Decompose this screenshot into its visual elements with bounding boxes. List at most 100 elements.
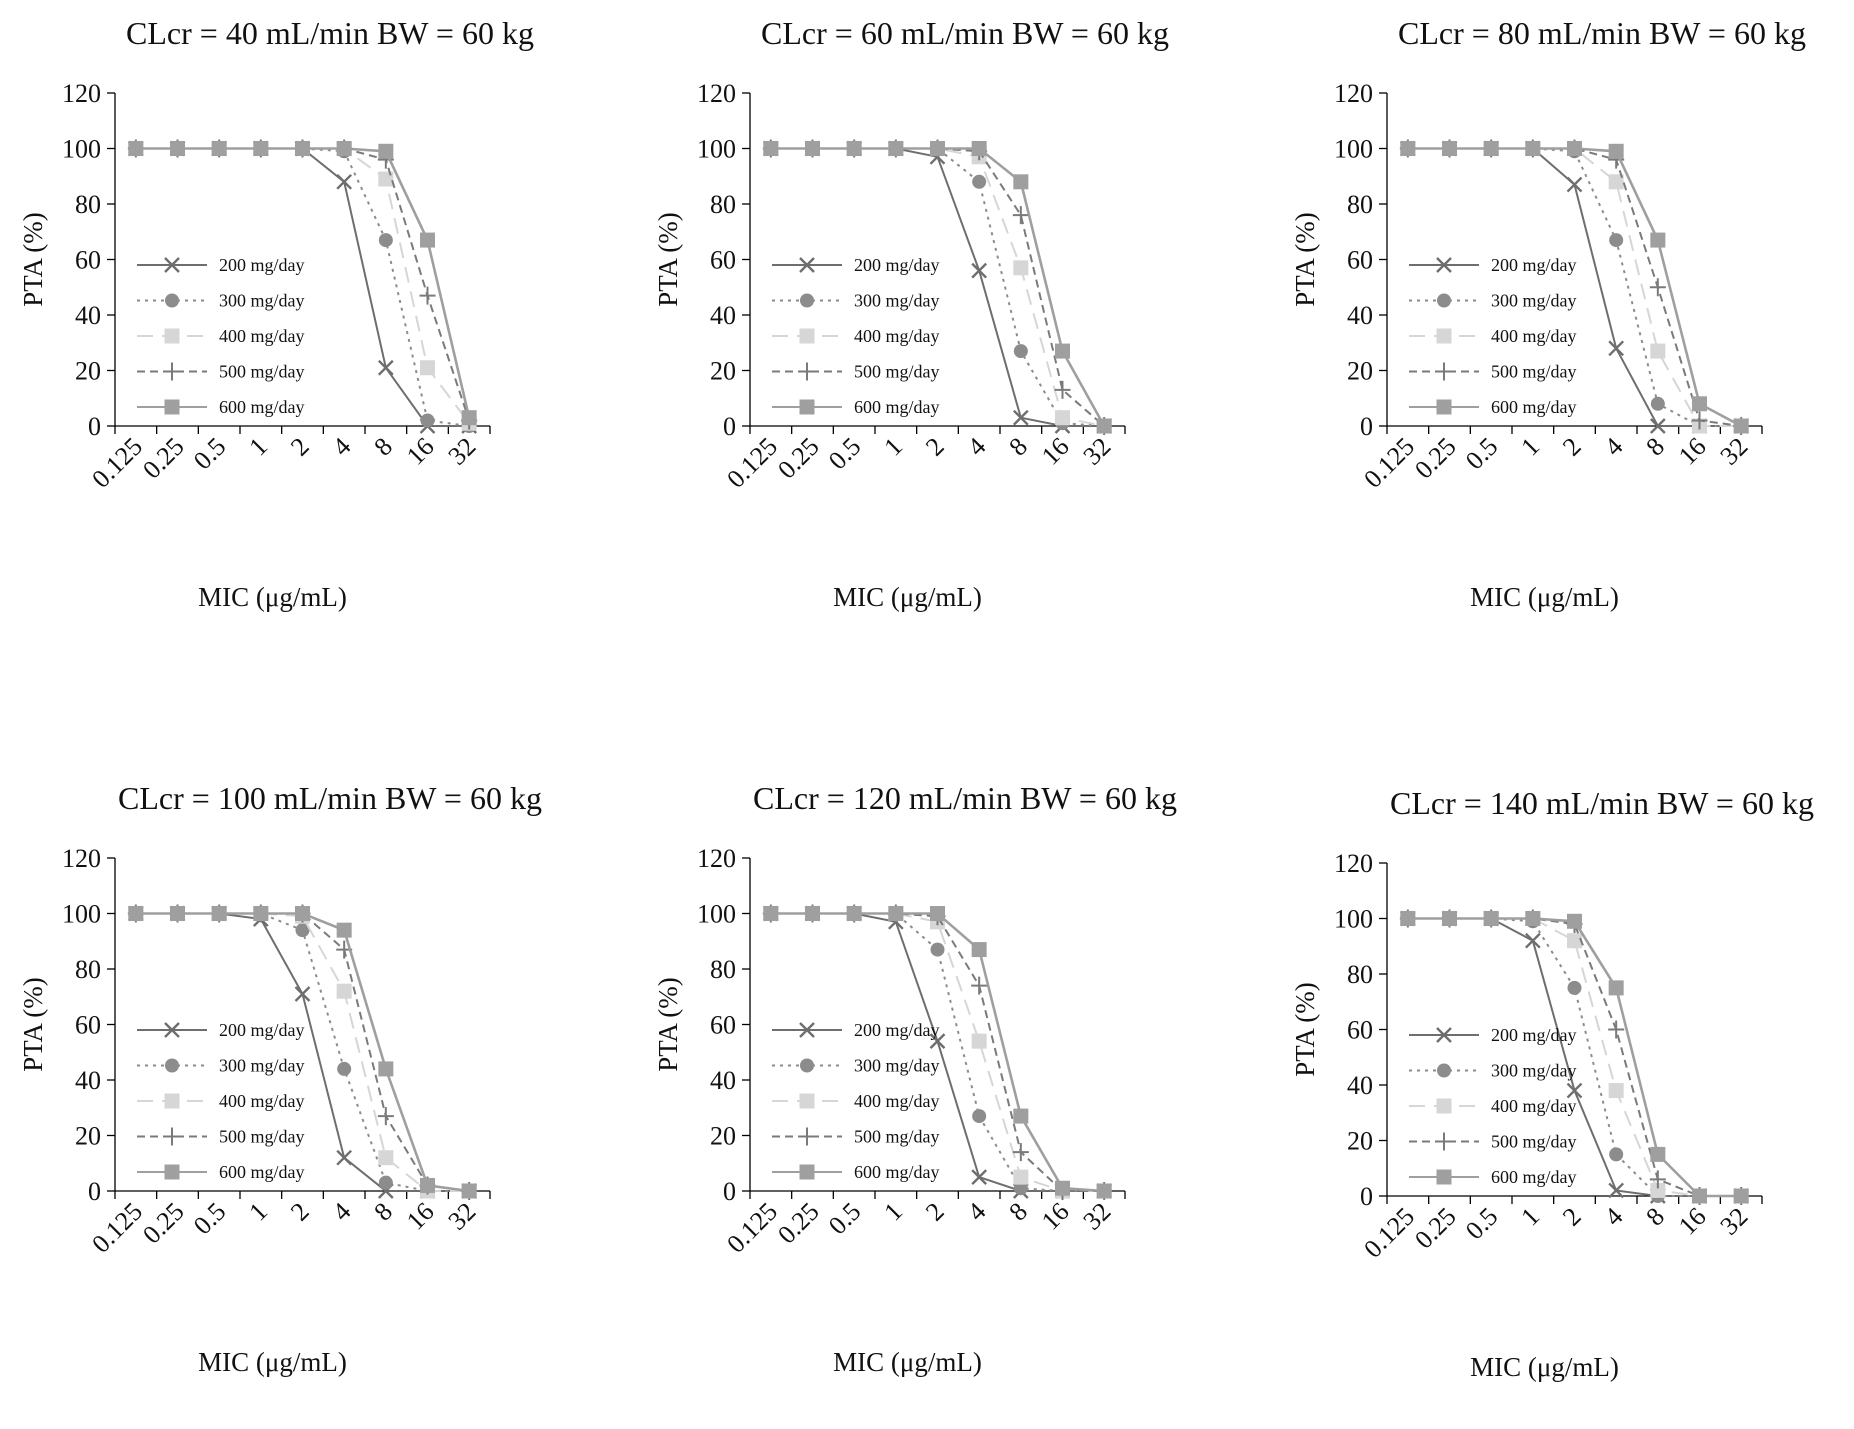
data-point	[337, 1061, 352, 1076]
x-tick-label: 16	[1673, 432, 1712, 471]
data-point	[971, 262, 988, 279]
data-point	[805, 906, 820, 921]
legend-label: 200 mg/day	[1491, 255, 1577, 275]
y-tick-label: 120	[697, 844, 736, 873]
y-tick-label: 120	[62, 844, 101, 873]
series-line	[1407, 917, 1742, 1197]
legend-label: 300 mg/day	[1491, 1061, 1577, 1081]
legend-label: 400 mg/day	[854, 326, 940, 346]
x-tick-label: 1	[1515, 1202, 1545, 1232]
legend-label: 500 mg/day	[219, 362, 305, 382]
data-point	[930, 906, 945, 921]
x-axis-label: MIC (μg/mL)	[198, 1347, 347, 1377]
legend-marker	[800, 293, 814, 308]
y-tick-label: 100	[1334, 905, 1373, 934]
x-tick-label: 0.25	[1409, 1202, 1462, 1255]
x-tick-label: 4	[327, 432, 357, 462]
series-line	[135, 912, 470, 1192]
legend-marker	[164, 1093, 180, 1109]
y-tick-label: 100	[62, 900, 101, 929]
data-point	[1525, 911, 1541, 926]
y-axis-label: PTA (%)	[653, 212, 683, 307]
legend: 200 mg/day 300 mg/day 400 mg/day 500 mg/day…	[1409, 255, 1577, 417]
data-point	[1650, 343, 1666, 359]
y-axis-label: PTA (%)	[1290, 212, 1320, 307]
series-line	[135, 912, 470, 1192]
data-point	[763, 141, 779, 156]
chart-panel-5: CLcr = 120 mL/min BW = 60 kg 0 20 40 60 80 10…	[653, 780, 1275, 1420]
data-point	[336, 922, 352, 938]
data-point	[253, 906, 269, 921]
legend-marker	[1436, 1027, 1452, 1043]
chart-title: CLcr = 140 mL/min BW = 60 kg	[1390, 785, 1814, 821]
data-point	[420, 1177, 435, 1193]
data-point	[1055, 410, 1070, 426]
x-tick-label: 0.25	[137, 1197, 190, 1250]
x-tick-label: 32	[1715, 432, 1754, 471]
legend-marker	[1436, 257, 1452, 273]
x-tick-label: 4	[962, 432, 992, 462]
series-600-mg-day	[128, 906, 477, 1199]
legend-label: 400 mg/day	[1491, 326, 1577, 346]
legend-marker	[164, 1022, 180, 1038]
x-tick-label: 32	[443, 432, 482, 471]
y-tick-label: 40	[75, 301, 101, 330]
legend-label: 300 mg/day	[1491, 291, 1577, 311]
series-line	[1407, 917, 1742, 1197]
data-point	[929, 1033, 946, 1049]
data-point	[805, 141, 820, 156]
legend-label: 300 mg/day	[854, 291, 940, 311]
data-point	[128, 141, 144, 156]
data-point	[930, 141, 945, 156]
data-point	[763, 906, 779, 921]
series-line	[770, 147, 1105, 427]
legend-marker	[1436, 362, 1452, 381]
series-line	[770, 147, 1105, 427]
data-point	[170, 141, 185, 156]
x-tick-label: 1	[1515, 432, 1545, 462]
series-line	[770, 147, 1105, 427]
data-point	[1054, 380, 1071, 399]
y-tick-label: 120	[1334, 849, 1373, 878]
x-tick-label: 2	[1557, 1202, 1587, 1232]
y-tick-label: 100	[62, 135, 101, 164]
y-tick-label: 80	[710, 955, 736, 984]
data-point	[1096, 1183, 1112, 1199]
legend-label: 600 mg/day	[219, 397, 305, 417]
x-tick-label: 0.5	[823, 1197, 866, 1240]
series-line	[770, 147, 1106, 427]
chart-panel-2: CLcr = 60 mL/min BW = 60 kg 0 20 40 60 80 100…	[653, 15, 1275, 655]
x-tick-label: 1	[878, 432, 908, 462]
legend-label: 300 mg/day	[854, 1056, 940, 1076]
legend-label: 400 mg/day	[219, 1091, 305, 1111]
x-tick-label: 2	[285, 1197, 315, 1227]
data-point	[1733, 418, 1749, 434]
data-point	[1400, 141, 1416, 156]
x-tick-label: 8	[368, 1197, 398, 1227]
data-point	[1691, 411, 1708, 430]
data-point	[211, 141, 227, 156]
legend-label: 200 mg/day	[854, 255, 940, 275]
legend-marker	[1436, 328, 1452, 344]
data-point	[1013, 1169, 1029, 1185]
x-tick-label: 2	[920, 1197, 950, 1227]
data-point	[1650, 1182, 1666, 1198]
series-600-mg-day	[1400, 911, 1749, 1204]
y-tick-label: 100	[1334, 135, 1373, 164]
data-point	[1525, 141, 1541, 156]
legend-label: 300 mg/day	[219, 1056, 305, 1076]
x-axis-label: MIC (μg/mL)	[833, 1347, 982, 1377]
data-point	[1608, 1020, 1625, 1039]
x-tick-label: 0.5	[188, 432, 231, 475]
y-axis-label: PTA (%)	[653, 977, 683, 1072]
data-point	[1013, 1108, 1029, 1124]
series-line	[135, 147, 470, 424]
chart-panel-1: CLcr = 40 mL/min BW = 60 kg 0 20 40 60 80 100…	[18, 15, 640, 655]
series-line	[1407, 147, 1742, 428]
legend-label: 500 mg/day	[854, 362, 940, 382]
series-line	[1407, 917, 1742, 1197]
x-tick-label: 0.5	[188, 1197, 231, 1240]
data-point	[972, 1109, 987, 1124]
